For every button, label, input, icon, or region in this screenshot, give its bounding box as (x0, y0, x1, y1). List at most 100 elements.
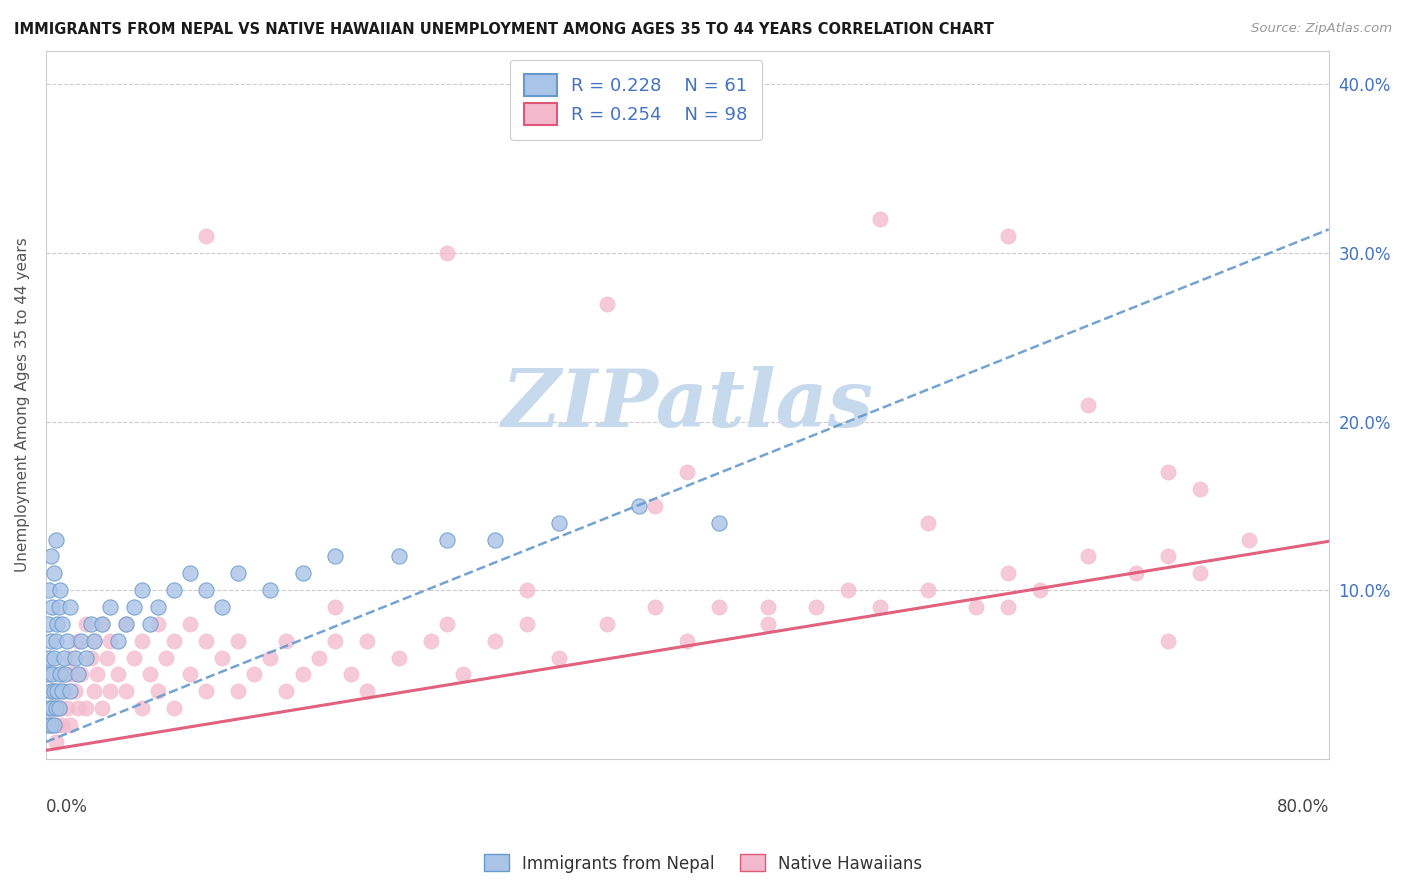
Point (83, 684, 105, 698)
Point (75, 650, 97, 665)
Point (115, 616, 138, 631)
Point (139, 667, 162, 681)
Point (75, 616, 97, 631)
Point (46, 616, 69, 631)
Point (276, 684, 298, 698)
Point (63, 650, 86, 665)
Point (259, 650, 281, 665)
Point (67, 701, 90, 715)
Point (51, 684, 73, 698)
Point (115, 616, 138, 631)
Text: IMMIGRANTS FROM NEPAL VS NATIVE HAWAIIAN UNEMPLOYMENT AMONG AGES 35 TO 44 YEARS : IMMIGRANTS FROM NEPAL VS NATIVE HAWAIIAN… (14, 22, 994, 37)
Point (436, 533, 458, 547)
Point (837, 583, 859, 598)
Point (63, 684, 86, 698)
Point (1077, 398, 1099, 412)
Point (48, 600, 70, 615)
Point (51, 616, 73, 631)
Point (39, 549, 62, 564)
Point (291, 667, 314, 681)
Point (91, 701, 114, 715)
Point (38, 701, 60, 715)
Point (516, 616, 538, 631)
Point (98, 684, 121, 698)
Point (155, 650, 177, 665)
Point (323, 600, 346, 615)
Text: Source: ZipAtlas.com: Source: ZipAtlas.com (1251, 22, 1392, 36)
Point (228, 633, 250, 648)
Point (596, 296, 619, 310)
Point (436, 616, 458, 631)
Point (39, 718, 62, 732)
Point (45, 533, 67, 547)
Point (644, 499, 666, 513)
Point (39, 684, 62, 698)
Legend: R = 0.228    N = 61, R = 0.254    N = 98: R = 0.228 N = 61, R = 0.254 N = 98 (510, 60, 762, 140)
Point (1157, 633, 1180, 648)
Point (388, 549, 411, 564)
Point (37, 667, 59, 681)
Point (41, 600, 63, 615)
Point (46, 684, 69, 698)
Point (1125, 566, 1147, 581)
Point (37, 718, 59, 732)
Point (56, 633, 79, 648)
Point (53, 684, 76, 698)
Point (644, 600, 666, 615)
Point (1157, 465, 1180, 479)
Point (70, 667, 93, 681)
Point (83, 633, 105, 648)
Point (276, 633, 298, 648)
Point (869, 212, 891, 227)
Point (83, 633, 105, 648)
Point (1029, 583, 1052, 598)
Point (59, 600, 82, 615)
Point (67, 633, 90, 648)
Point (131, 633, 153, 648)
Point (211, 650, 233, 665)
Point (965, 600, 987, 615)
Point (228, 684, 250, 698)
Point (59, 684, 82, 698)
Point (131, 583, 153, 598)
Point (60, 667, 83, 681)
Point (91, 616, 114, 631)
Point (1237, 533, 1260, 547)
Point (163, 701, 186, 715)
Point (80, 650, 103, 665)
Point (709, 600, 731, 615)
Legend: Immigrants from Nepal, Native Hawaiians: Immigrants from Nepal, Native Hawaiians (477, 847, 929, 880)
Point (804, 600, 827, 615)
Point (45, 701, 67, 715)
Point (41, 718, 63, 732)
Point (291, 566, 314, 581)
Point (1077, 549, 1099, 564)
Point (42, 684, 65, 698)
Point (211, 600, 233, 615)
Point (41, 667, 63, 681)
Point (997, 229, 1019, 244)
Text: ZIPatlas: ZIPatlas (502, 366, 873, 443)
Point (46, 718, 69, 732)
Point (45, 633, 67, 648)
Point (419, 633, 441, 648)
Point (323, 633, 346, 648)
Point (548, 516, 571, 530)
Point (59, 650, 82, 665)
Point (259, 583, 281, 598)
Point (139, 616, 162, 631)
Point (56, 701, 79, 715)
Point (308, 650, 330, 665)
Point (98, 600, 121, 615)
Point (96, 650, 118, 665)
Point (39, 633, 62, 648)
Point (676, 465, 699, 479)
Point (997, 600, 1019, 615)
Point (323, 549, 346, 564)
Point (52, 650, 75, 665)
Point (756, 600, 779, 615)
Point (163, 583, 186, 598)
Y-axis label: Unemployment Among Ages 35 to 44 years: Unemployment Among Ages 35 to 44 years (15, 237, 30, 572)
Point (596, 616, 619, 631)
Point (709, 516, 731, 530)
